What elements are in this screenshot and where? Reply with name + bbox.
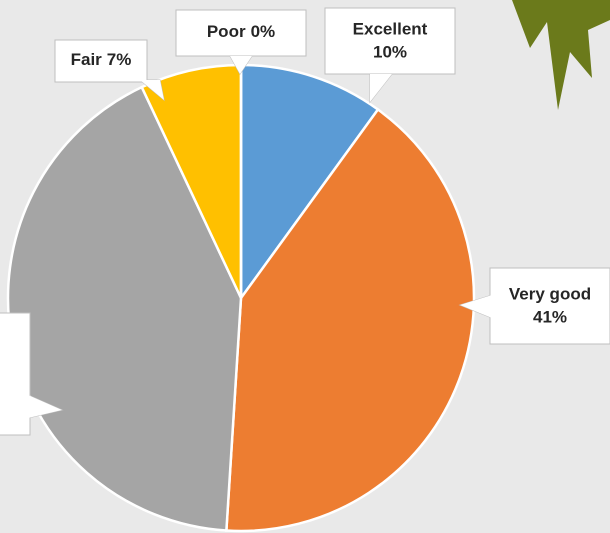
label-category: Poor: [207, 22, 246, 41]
star-shape: [512, 0, 610, 110]
label-pointer-fill: [140, 80, 164, 100]
label-box: [175, 9, 307, 57]
data-labels: Excellent 10% Very good 41% Fair 7% Poor 0%: [0, 7, 610, 436]
label-box: [54, 39, 148, 83]
label-value: 10%: [373, 42, 407, 61]
label-box: [0, 312, 31, 436]
pie-slice: [225, 107, 476, 533]
label-category: Fair: [71, 50, 103, 69]
label-box: [489, 267, 610, 345]
pie: [6, 63, 476, 533]
label-pointer-fill: [28, 395, 62, 418]
pie-slice: [239, 63, 380, 302]
label-pointer-fill: [230, 56, 252, 74]
label-box: [324, 7, 456, 75]
label-value: 7%: [107, 50, 132, 69]
label-value: 0%: [251, 22, 276, 41]
label-category: Very good: [509, 284, 591, 303]
label-category: Excellent: [353, 19, 428, 38]
label-pointer-fill: [460, 295, 492, 318]
data-label: Fair 7%: [71, 50, 132, 69]
label-value: 41%: [533, 307, 567, 326]
data-label: Poor 0%: [207, 22, 275, 41]
label-pointer-fill: [370, 74, 392, 102]
